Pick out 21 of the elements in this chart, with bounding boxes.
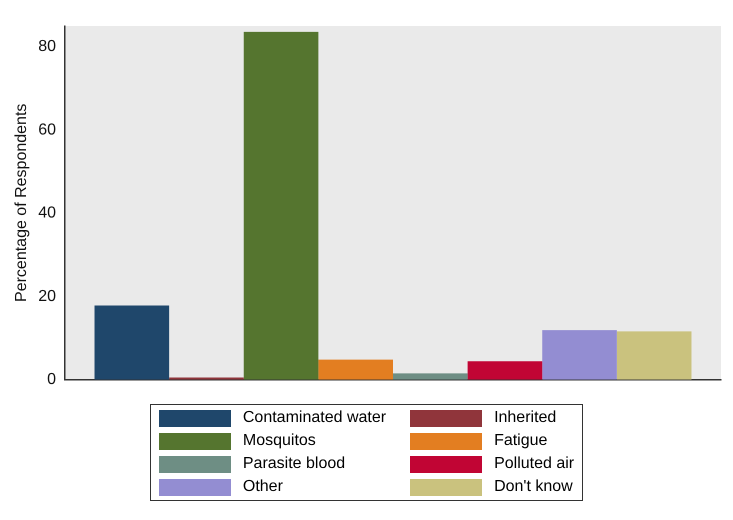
legend-label: Don't know [494, 478, 573, 496]
legend-label: Polluted air [494, 455, 574, 473]
legend-label: Parasite blood [242, 455, 346, 473]
bar [318, 360, 393, 380]
bar [616, 331, 692, 380]
bar [94, 306, 170, 380]
legend-label: Mosquitos [242, 432, 316, 450]
y-tick-label: 60 [38, 121, 56, 138]
legend-label: Inherited [494, 409, 556, 427]
y-tick-label: 80 [38, 38, 56, 56]
bar [468, 361, 542, 380]
legend-label: Fatigue [494, 432, 548, 450]
bar [542, 330, 617, 380]
y-axis-title: Percentage of Respondents [13, 104, 30, 302]
y-tick-label: 0 [47, 371, 56, 388]
bar [393, 373, 468, 380]
bar [244, 32, 318, 380]
y-tick-label: 20 [38, 288, 56, 305]
legend-label: Contaminated water [242, 409, 386, 427]
y-tick-label: 40 [38, 204, 56, 222]
legend-label: Other [242, 478, 283, 496]
